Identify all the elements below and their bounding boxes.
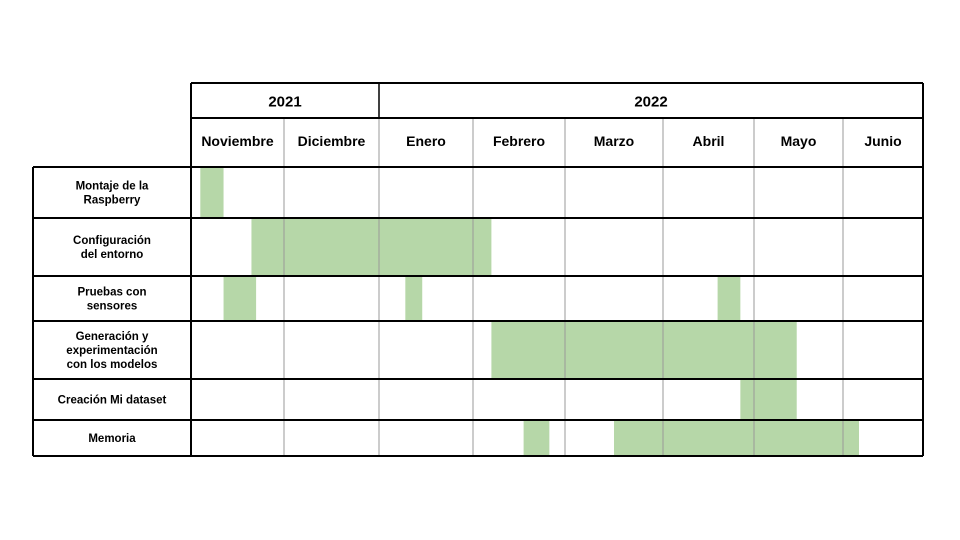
month-label: Enero [406,133,446,149]
task-bar [200,168,224,218]
text-layer: 2021 2022 Noviembre Diciembre Enero Febrero Ma… [58,94,902,446]
month-label: Marzo [594,133,634,149]
task-label: Configuración [73,235,151,247]
task-bar [717,277,741,321]
year-label: 2021 [268,94,301,111]
task-label: Pruebas con [77,287,146,299]
task-bar [740,380,797,420]
month-label: Abril [693,133,725,149]
month-label: Mayo [781,133,817,149]
task-label: sensores [87,301,138,313]
month-label: Junio [864,133,901,149]
task-bar [405,277,423,321]
month-label: Diciembre [298,133,366,149]
month-label: Febrero [493,133,545,149]
task-label: Raspberry [84,195,141,207]
task-label: con los modelos [67,359,158,371]
year-label: 2022 [634,94,667,111]
task-bar [614,421,859,456]
task-label: del entorno [81,249,144,261]
grid-layer [32,82,924,457]
task-bar [251,219,492,276]
task-bar [223,277,257,321]
task-label: Montaje de la [76,181,149,193]
task-label: experimentación [66,345,157,357]
task-bar [491,322,797,379]
bars-layer [200,168,859,456]
task-label: Memoria [88,433,136,445]
task-bar [523,421,550,456]
month-label: Noviembre [201,133,274,149]
task-label: Creación Mi dataset [58,395,167,407]
task-label: Generación y [76,331,149,343]
